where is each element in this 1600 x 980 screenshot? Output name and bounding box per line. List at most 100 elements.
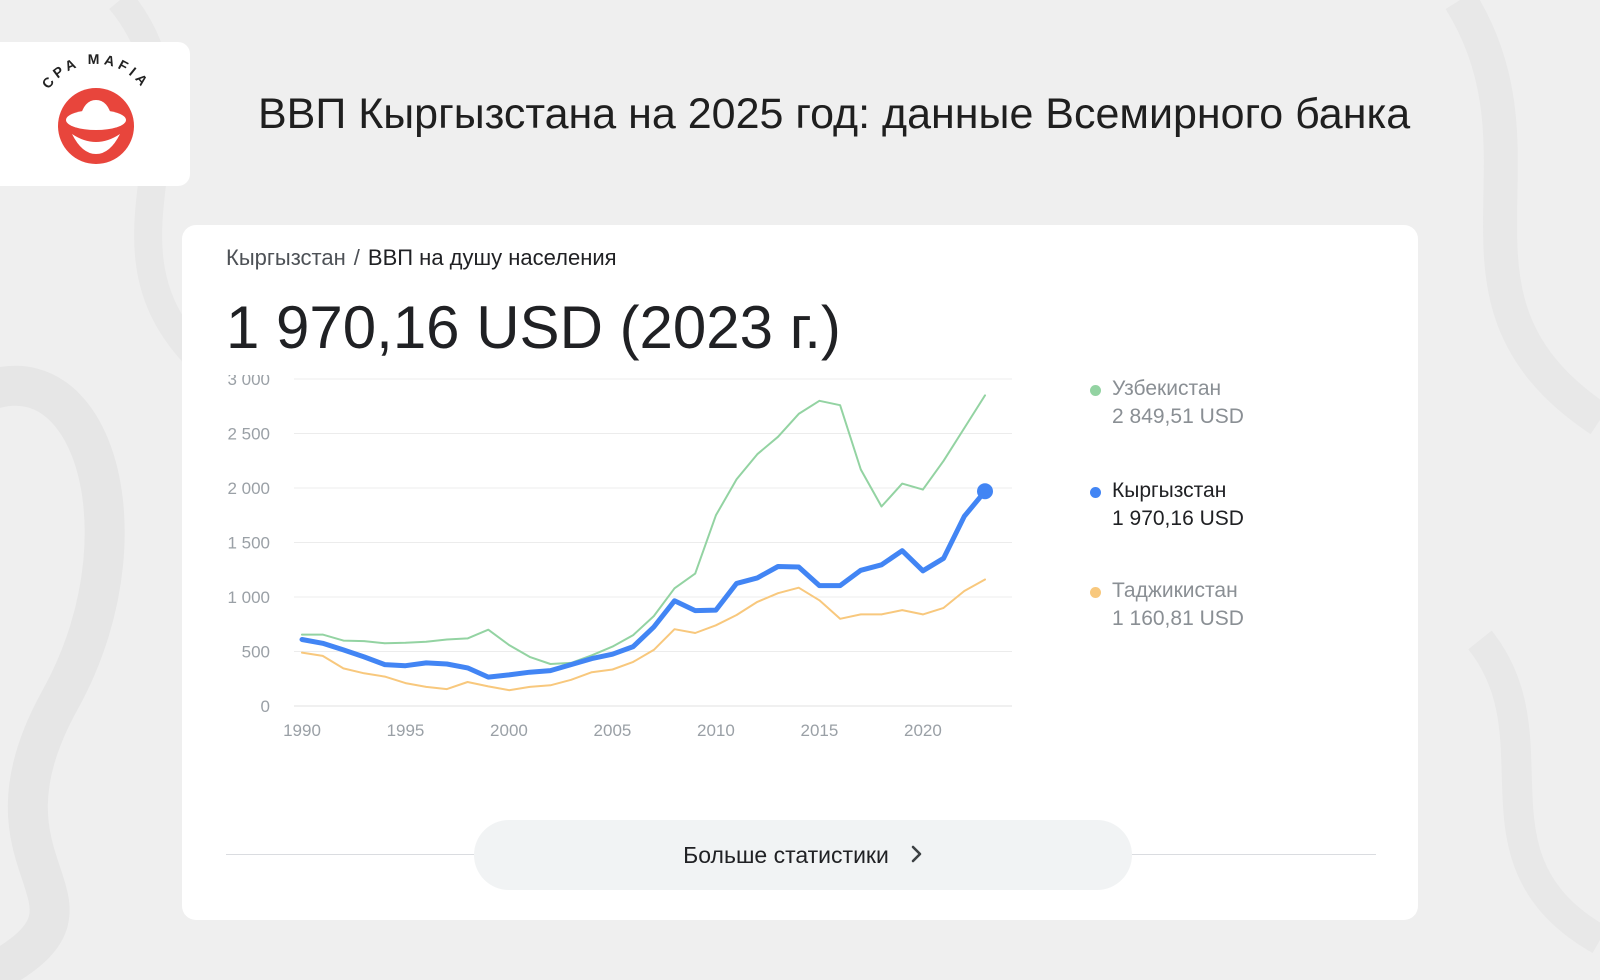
data-point [880, 564, 883, 566]
y-tick-label: 1 500 [227, 534, 270, 553]
data-point [735, 478, 738, 481]
data-point [735, 582, 738, 585]
more-statistics-button[interactable]: Больше статистики [474, 820, 1132, 890]
page-title: ВВП Кыргызстана на 2025 год: данные Всем… [258, 90, 1411, 138]
gdp-line-chart: 0 500 1 000 1 500 2 000 2 500 3 000 1990 1995 200… [227, 375, 1012, 740]
data-point [880, 613, 883, 616]
data-point [549, 663, 552, 665]
data-point [363, 672, 365, 675]
data-point [756, 601, 759, 603]
data-point [942, 607, 945, 609]
svg-text:CPA MAFIA: CPA MAFIA [38, 51, 153, 92]
data-point [797, 586, 800, 589]
breadcrumb: Кыргызстан / ВВП на душу населения [226, 245, 617, 271]
data-point [590, 654, 593, 657]
data-point [590, 657, 593, 660]
data-point [756, 453, 759, 456]
data-point [508, 674, 510, 676]
data-point [922, 488, 924, 491]
data-point [528, 686, 531, 688]
data-point [570, 679, 572, 681]
data-point [611, 645, 614, 648]
data-point [942, 459, 945, 462]
data-point [839, 584, 841, 587]
statistics-card: Кыргызстан / ВВП на душу населения 1 970,1… [182, 225, 1418, 920]
legend-series-name: Узбекистан [1112, 377, 1222, 400]
data-point [963, 427, 966, 429]
data-point [777, 565, 779, 568]
data-point [487, 676, 490, 678]
logo-text: CPA MAFIA [38, 51, 149, 92]
data-point [321, 655, 324, 657]
legend-series-value: 2 849,51 USD [1112, 405, 1244, 428]
data-point [901, 609, 904, 611]
data-point [715, 609, 717, 611]
divider [1132, 854, 1376, 855]
highlight-end-point [977, 483, 993, 500]
data-point [321, 642, 324, 645]
data-point [715, 514, 717, 517]
data-point [425, 640, 427, 643]
data-point [632, 634, 634, 636]
data-point [570, 663, 572, 666]
breadcrumb-country[interactable]: Кыргызстан [226, 245, 346, 270]
data-point [694, 609, 697, 612]
data-point [446, 688, 448, 690]
data-point [487, 685, 490, 688]
data-point [922, 613, 924, 616]
data-point [342, 667, 345, 670]
data-point [487, 628, 490, 631]
data-point [653, 626, 655, 628]
legend-series-name: Таджикистан [1112, 579, 1238, 602]
data-point [797, 413, 800, 415]
data-point [880, 505, 883, 508]
y-tick-label: 1 000 [227, 588, 270, 607]
data-point [860, 613, 862, 616]
data-point [756, 577, 759, 579]
y-tick-label: 2 000 [227, 479, 270, 498]
legend-dot-icon [1090, 487, 1101, 498]
x-tick-label: 1995 [387, 721, 425, 740]
data-point [466, 637, 469, 640]
data-point [342, 639, 345, 642]
data-point [363, 656, 365, 658]
data-point [984, 394, 986, 397]
data-point [653, 649, 655, 651]
data-point [528, 656, 531, 658]
data-point [632, 645, 634, 648]
data-point [590, 671, 593, 674]
data-point [342, 649, 345, 651]
data-point [984, 578, 986, 581]
data-point [818, 400, 821, 402]
data-point [839, 404, 841, 406]
data-point [446, 663, 448, 665]
data-point [425, 686, 427, 688]
data-point [549, 669, 552, 672]
data-point [673, 600, 676, 602]
data-point [611, 653, 614, 656]
y-tick-label: 2 500 [227, 425, 270, 444]
data-point [797, 566, 800, 568]
data-point [611, 668, 614, 671]
data-point [963, 515, 966, 518]
data-point [404, 641, 407, 644]
data-point [715, 624, 717, 627]
data-point [818, 584, 821, 587]
legend-series-value: 1 970,16 USD [1112, 507, 1244, 530]
data-point [777, 592, 779, 594]
more-statistics-label: Больше статистики [683, 841, 889, 868]
data-point [301, 633, 303, 636]
data-point [466, 667, 469, 669]
data-point [735, 614, 738, 616]
breadcrumb-indicator: ВВП на душу населения [367, 245, 617, 270]
series-line-2 [301, 578, 986, 692]
data-point [508, 689, 510, 691]
data-point [383, 642, 386, 645]
legend-dot-icon [1090, 385, 1101, 396]
data-point [363, 640, 365, 642]
x-tick-label: 1990 [283, 721, 321, 740]
data-point [901, 549, 904, 552]
data-point [466, 681, 469, 683]
data-point [404, 664, 407, 667]
x-tick-label: 2020 [904, 721, 942, 740]
